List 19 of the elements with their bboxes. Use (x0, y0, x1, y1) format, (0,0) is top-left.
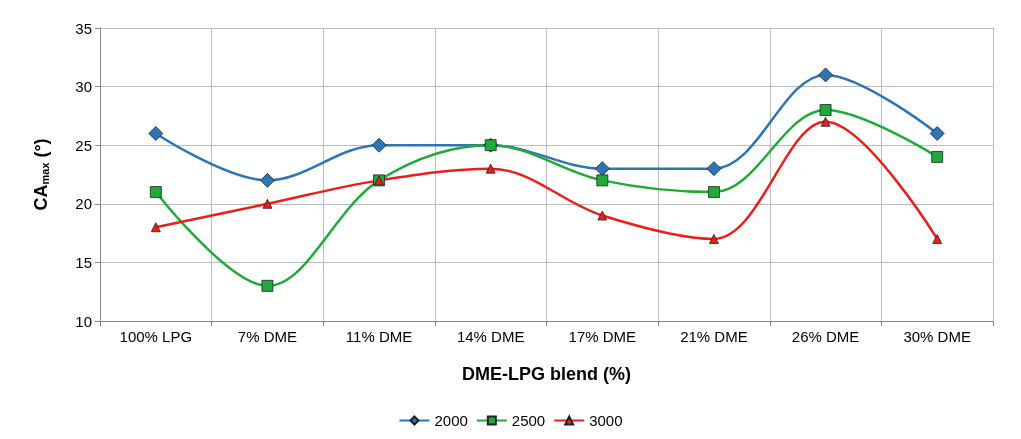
legend-label: 2000 (434, 412, 468, 429)
x-tick-label: 26% DME (791, 328, 860, 345)
y-tick-label: 25 (75, 136, 92, 154)
x-tick-label: 100% LPG (119, 328, 193, 345)
legend-label: 3000 (589, 412, 623, 429)
legend-label: 2500 (511, 412, 546, 429)
x-tick-label: 30% DME (903, 328, 971, 345)
y-tick-label: 10 (75, 312, 92, 330)
y-axis-title: CAmax (°) (31, 138, 51, 211)
y-tick-label: 15 (75, 253, 92, 271)
x-tick-label: 11% DME (345, 328, 413, 345)
x-tick-label: 7% DME (237, 328, 298, 345)
y-tick-label: 35 (75, 19, 92, 37)
x-tick-label: 17% DME (568, 328, 637, 345)
y-tick-label: 30 (75, 78, 92, 96)
x-tick-label: 14% DME (456, 328, 525, 345)
y-tick-label: 20 (75, 195, 92, 213)
x-axis-title: DME-LPG blend (%) (462, 364, 631, 384)
x-tick-label: 21% DME (680, 328, 748, 345)
